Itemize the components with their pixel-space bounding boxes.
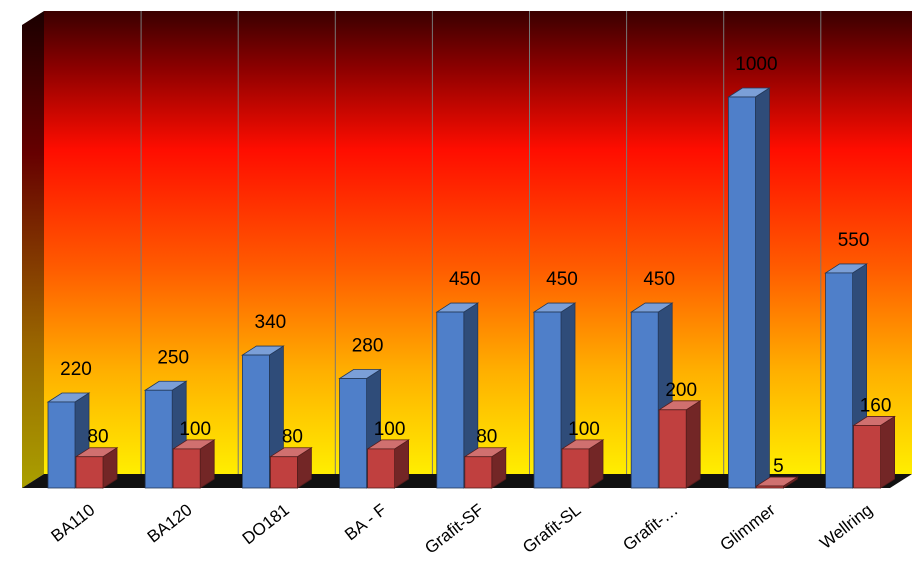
x-tick-label: Grafit-…: [619, 500, 681, 555]
bar-front: [172, 448, 201, 489]
bar-s2-6: [657, 400, 702, 489]
bar-s2-1: [171, 439, 216, 489]
bar-front: [853, 425, 881, 489]
bar-front: [658, 409, 687, 489]
bar-front: [339, 378, 368, 489]
bar-front: [728, 96, 756, 489]
bars: [46, 87, 896, 489]
bar-side: [755, 87, 770, 489]
bar-s2-4: [463, 446, 508, 489]
bar-front: [825, 272, 853, 489]
grid-lines: [140, 11, 822, 474]
data-labels: 220 80 250 100 340 80 280 100 450 80 450 100 450 200 1…: [60, 54, 891, 477]
x-tick-labels: BA110 BA120 DO181 BA - F Grafit-SF Grafit-SL G…: [48, 500, 877, 558]
data-label: 100: [374, 419, 406, 440]
data-label: 220: [60, 359, 92, 380]
bar-side: [685, 400, 701, 489]
bar-front: [241, 354, 270, 489]
bar-s1-4: [435, 302, 480, 489]
bar-front: [533, 311, 562, 489]
chart-side-wall: [22, 11, 44, 488]
x-tick-label: BA110: [48, 500, 99, 546]
bar-side: [880, 415, 895, 489]
bar-front: [436, 311, 465, 489]
bar-s2-0: [74, 446, 119, 489]
bar-s1-2: [241, 345, 285, 489]
data-label: 100: [568, 419, 600, 440]
data-label: 250: [157, 347, 189, 368]
data-label: 340: [255, 312, 287, 333]
bar-s2-8: [852, 415, 896, 489]
bar-front: [561, 448, 590, 489]
bar-s1-6: [629, 302, 674, 489]
bar-s2-7: [755, 476, 799, 489]
data-label: 100: [179, 419, 211, 440]
bar-s2-5: [560, 439, 605, 489]
x-tick-label: BA120: [144, 500, 196, 546]
bar-s2-2: [269, 446, 313, 489]
bar-s1-5: [532, 302, 577, 489]
bar-front: [630, 311, 659, 489]
data-label: 80: [476, 427, 497, 448]
bar-front: [269, 456, 298, 489]
data-label: 280: [352, 336, 384, 357]
bar-front: [367, 448, 396, 489]
data-label: 450: [449, 269, 481, 290]
data-label: 5: [773, 456, 784, 477]
bar-front: [464, 456, 493, 489]
x-tick-label: Grafit-SL: [519, 500, 584, 557]
bar-s1-7: [727, 87, 771, 489]
bar-front: [47, 401, 76, 489]
data-label: 450: [546, 269, 578, 290]
data-label: 80: [87, 427, 108, 448]
x-tick-label: DO181: [239, 500, 293, 548]
data-label: 550: [838, 230, 870, 251]
x-tick-label: Grafit-SF: [421, 500, 487, 557]
bar-front: [75, 456, 104, 489]
x-tick-label: Wellring: [816, 500, 876, 553]
data-label: 200: [665, 380, 697, 401]
data-label: 1000: [735, 54, 777, 75]
bar-front: [144, 389, 173, 489]
x-tick-label: Glimmer: [717, 500, 780, 555]
bar-s2-3: [366, 439, 410, 489]
bar-front: [756, 485, 784, 489]
data-label: 450: [643, 269, 675, 290]
data-label: 80: [282, 427, 303, 448]
data-label: 160: [860, 395, 892, 416]
x-tick-label: BA - F: [341, 500, 390, 544]
